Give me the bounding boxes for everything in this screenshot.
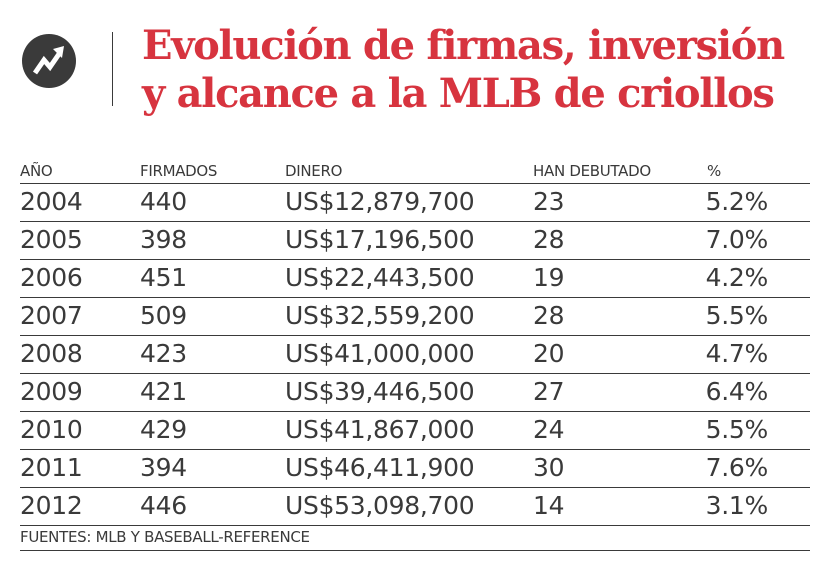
cell-year: 2007 [20, 301, 83, 330]
cell-signed: 440 [140, 187, 187, 216]
cell-percent: 4.2% [705, 263, 769, 292]
table-row: 2004 440 US$12,879,700 23 5.2% [20, 184, 810, 222]
divider [112, 32, 113, 106]
cell-year: 2010 [20, 415, 83, 444]
cell-money: US$12,879,700 [285, 187, 475, 216]
table-row: 2012 446 US$53,098,700 14 3.1% [20, 488, 810, 526]
cell-money: US$39,446,500 [285, 377, 475, 406]
cell-percent: 7.0% [705, 225, 769, 254]
header-percent: % [707, 162, 721, 180]
table-row: 2005 398 US$17,196,500 28 7.0% [20, 222, 810, 260]
header-money: DINERO [285, 162, 343, 180]
cell-money: US$53,098,700 [285, 491, 475, 520]
cell-debuted: 23 [533, 187, 565, 216]
cell-year: 2011 [20, 453, 83, 482]
cell-debuted: 19 [533, 263, 565, 292]
cell-money: US$41,867,000 [285, 415, 475, 444]
cell-percent: 5.5% [705, 415, 769, 444]
header-signed: FIRMADOS [140, 162, 218, 180]
header-year: AÑO [20, 162, 53, 180]
cell-signed: 429 [140, 415, 187, 444]
cell-debuted: 24 [533, 415, 565, 444]
cell-signed: 398 [140, 225, 187, 254]
table-row: 2007 509 US$32,559,200 28 5.5% [20, 298, 810, 336]
cell-signed: 394 [140, 453, 187, 482]
cell-year: 2005 [20, 225, 83, 254]
cell-percent: 5.2% [705, 187, 769, 216]
title-line-2: y alcance a la MLB de criollos [142, 70, 775, 117]
table-row: 2009 421 US$39,446,500 27 6.4% [20, 374, 810, 412]
cell-debuted: 28 [533, 301, 565, 330]
source-note: FUENTES: MLB Y BASEBALL-REFERENCE [20, 528, 810, 551]
cell-year: 2006 [20, 263, 83, 292]
table-row: 2008 423 US$41,000,000 20 4.7% [20, 336, 810, 374]
cell-signed: 509 [140, 301, 187, 330]
cell-year: 2009 [20, 377, 83, 406]
cell-money: US$17,196,500 [285, 225, 475, 254]
cell-signed: 446 [140, 491, 187, 520]
data-table: AÑO FIRMADOS DINERO HAN DEBUTADO % 2004 4… [20, 158, 810, 526]
cell-money: US$32,559,200 [285, 301, 475, 330]
cell-percent: 4.7% [705, 339, 769, 368]
cell-debuted: 14 [533, 491, 565, 520]
cell-money: US$41,000,000 [285, 339, 475, 368]
cell-debuted: 27 [533, 377, 565, 406]
cell-signed: 421 [140, 377, 187, 406]
cell-percent: 7.6% [705, 453, 769, 482]
cell-signed: 423 [140, 339, 187, 368]
table-row: 2006 451 US$22,443,500 19 4.2% [20, 260, 810, 298]
cell-percent: 6.4% [705, 377, 769, 406]
table-header: AÑO FIRMADOS DINERO HAN DEBUTADO % [20, 158, 810, 184]
table-row: 2011 394 US$46,411,900 30 7.6% [20, 450, 810, 488]
cell-signed: 451 [140, 263, 187, 292]
page-title: Evolución de firmas, inversión y alcance… [142, 22, 785, 118]
title-line-1: Evolución de firmas, inversión [142, 22, 785, 69]
cell-debuted: 30 [533, 453, 565, 482]
trending-up-arrow-icon [22, 34, 76, 88]
cell-percent: 3.1% [705, 491, 769, 520]
cell-year: 2008 [20, 339, 83, 368]
cell-year: 2004 [20, 187, 83, 216]
cell-percent: 5.5% [705, 301, 769, 330]
cell-debuted: 20 [533, 339, 565, 368]
header-debuted: HAN DEBUTADO [533, 162, 651, 180]
cell-money: US$22,443,500 [285, 263, 475, 292]
cell-debuted: 28 [533, 225, 565, 254]
cell-year: 2012 [20, 491, 83, 520]
cell-money: US$46,411,900 [285, 453, 475, 482]
table-row: 2010 429 US$41,867,000 24 5.5% [20, 412, 810, 450]
